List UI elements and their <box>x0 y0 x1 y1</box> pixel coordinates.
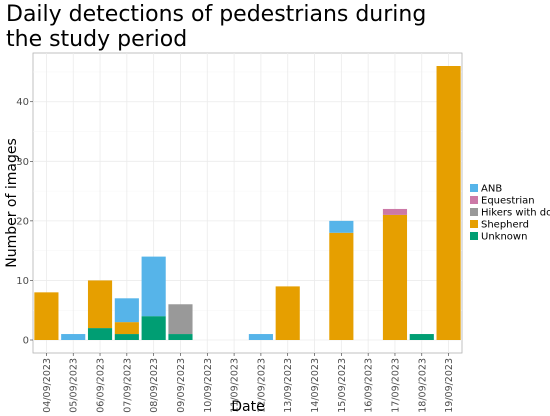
x-tick-label: 09/09/2023 <box>176 358 187 413</box>
x-tick-label: 05/09/2023 <box>69 358 80 413</box>
y-tick-label: 0 <box>23 336 29 347</box>
bar-segment <box>329 232 354 340</box>
legend-label: Hikers with dog <box>481 208 550 219</box>
legend-swatch <box>470 196 478 204</box>
x-tick-label: 16/09/2023 <box>364 358 375 413</box>
bars <box>34 66 461 340</box>
bar-segment <box>87 280 113 329</box>
x-tick-label: 08/09/2023 <box>149 358 160 413</box>
bar-segment <box>168 304 193 335</box>
x-axis-title: Date <box>231 399 264 415</box>
x-tick-label: 15/09/2023 <box>337 358 348 413</box>
bar-segment <box>114 334 139 340</box>
legend-swatch <box>470 208 478 216</box>
bar-segment <box>275 286 300 340</box>
x-tick-label: 19/09/2023 <box>444 358 455 413</box>
y-tick-label: 30 <box>16 157 29 168</box>
x-tick-label: 13/09/2023 <box>283 358 294 413</box>
x-tick-label: 11/09/2023 <box>230 358 241 413</box>
legend-swatch <box>470 220 478 228</box>
x-tick-label: 17/09/2023 <box>390 358 401 413</box>
bar-segment <box>409 334 434 340</box>
bar-segment <box>382 208 408 215</box>
y-tick-label: 40 <box>16 97 29 108</box>
legend-label: Equestrian <box>481 196 535 207</box>
x-tick-label: 10/09/2023 <box>203 358 214 413</box>
legend-label: Unknown <box>481 232 527 243</box>
bar-segment <box>382 214 408 340</box>
legend-label: Shepherd <box>481 220 529 231</box>
x-tick-label: 12/09/2023 <box>256 358 267 413</box>
x-tick-label: 06/09/2023 <box>96 358 107 413</box>
bar-segment <box>329 220 354 233</box>
bar-segment <box>141 256 166 317</box>
y-tick-label: 20 <box>16 216 29 227</box>
x-tick-label: 18/09/2023 <box>417 358 428 413</box>
bar-segment <box>87 328 113 340</box>
bar-segment <box>114 322 139 335</box>
chart-title: Daily detections of pedestrians during t… <box>6 2 427 52</box>
bar-segment <box>61 334 86 340</box>
bar-segment <box>248 334 273 340</box>
x-axis-ticks: 04/09/2023 05/09/2023 06/09/2023 07/09/2023… <box>42 353 455 413</box>
bar-segment <box>114 298 139 323</box>
legend-label: ANB <box>481 184 502 195</box>
bar-segment <box>168 334 193 340</box>
y-tick-label: 10 <box>16 276 29 287</box>
x-tick-label: 07/09/2023 <box>122 358 133 413</box>
legend-swatch <box>470 184 478 192</box>
bar-segment <box>34 292 59 340</box>
bar-segment <box>436 66 461 340</box>
bar-segment <box>141 316 166 340</box>
legend-swatch <box>470 232 478 240</box>
y-axis-title: Number of images <box>4 138 20 268</box>
y-axis-ticks: 0 10 20 30 40 <box>16 97 33 347</box>
x-tick-label: 14/09/2023 <box>310 358 321 413</box>
x-tick-label: 04/09/2023 <box>42 358 53 413</box>
